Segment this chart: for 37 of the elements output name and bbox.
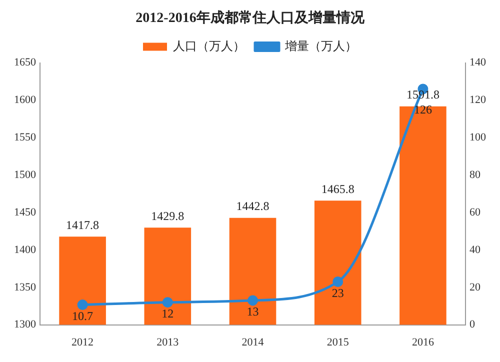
x-tick-label: 2013	[156, 336, 180, 348]
y-tick-label: 1350	[14, 281, 36, 294]
x-tick-label: 2015	[326, 336, 350, 348]
data-label: 1442.8	[236, 199, 270, 214]
y2-tick-label: 40	[470, 244, 481, 256]
y-tick-label: 1400	[14, 244, 36, 256]
y-tick-label: 1300	[14, 318, 36, 331]
point	[162, 297, 173, 308]
x-tick-label: 2012	[72, 336, 94, 348]
data-label: 1429.8	[151, 208, 184, 223]
data-label: 1465.8	[321, 182, 354, 196]
point	[77, 300, 88, 310]
chart-title: 2012-2016年成都常住人口及增量情况	[136, 10, 366, 26]
y-tick-label: 1600	[14, 94, 36, 106]
point	[248, 295, 258, 306]
y-tick-label: 1650	[14, 56, 36, 69]
data-label: 126	[414, 102, 432, 117]
data-label: 10.7	[72, 308, 94, 323]
y2-tick-label: 80	[470, 168, 481, 181]
legend-label: 人口（万人）	[173, 38, 245, 53]
x-tick-label: 2016	[412, 336, 434, 348]
data-label: 12	[162, 306, 174, 320]
legend-label: 增量（万人）	[284, 38, 357, 53]
y2-tick-label: 100	[470, 132, 486, 144]
y2-tick-label: 140	[470, 56, 486, 69]
y-tick-label: 1550	[14, 132, 36, 144]
y2-tick-label: 120	[470, 94, 486, 106]
point	[332, 276, 344, 288]
y-tick-label: 1450	[14, 206, 36, 218]
x-tick-label: 2014	[242, 336, 264, 348]
data-label: 23	[332, 286, 344, 300]
data-label: 1417.8	[66, 218, 100, 232]
y2-tick-label: 20	[470, 281, 481, 294]
y2-tick-label: 0	[470, 318, 476, 331]
y2-tick-label: 60	[470, 206, 481, 218]
data-label: 13	[246, 304, 259, 319]
y-tick-label: 1500	[14, 168, 36, 181]
